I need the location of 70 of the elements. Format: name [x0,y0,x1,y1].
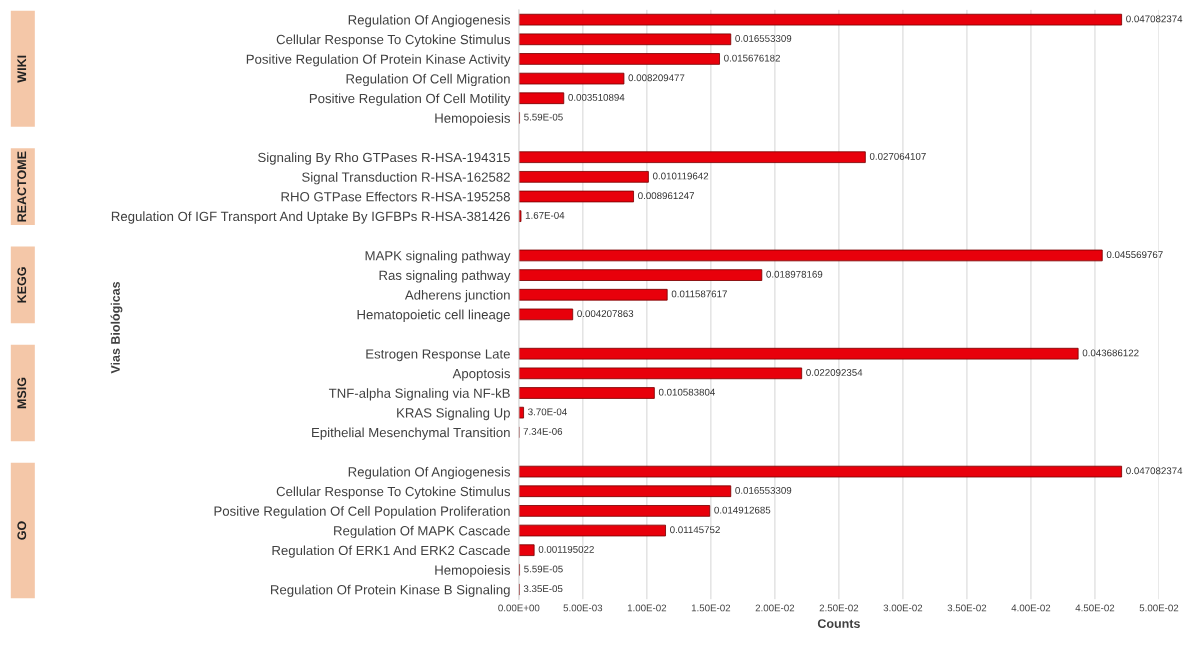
x-tick-label: 1.50E-02 [691,604,731,612]
data-label: 1.67E-04 [525,211,565,219]
data-label: 3.70E-04 [528,408,567,416]
y-tick-label: Regulation Of Cell Migration [346,73,510,87]
y-tick-label: Apoptosis [452,368,511,381]
data-label: 0.003510894 [568,93,625,101]
y-tick-label: Ras signaling pathway [379,270,511,283]
y-tick-label: Hemopoiesis [435,113,511,126]
text: REACTOME [17,151,27,222]
y-tick-label: Positive Regulation Of Protein Kinase Activity [246,54,511,67]
text: GO [17,521,27,540]
y-tick-label: MAPK signaling pathway [365,250,511,263]
y-tick-label: Regulation Of Protein Kinase B Signaling [271,584,510,598]
y-tick-label: TNF-alpha Signaling via NF-kB [328,388,510,401]
text: WIKI [17,55,27,83]
x-tick-label: 5.00E-03 [563,604,603,612]
data-label: 0.011587617 [671,290,727,298]
data-label: 0.016553309 [735,486,792,494]
y-axis-title: Vias Biológicas [110,281,123,374]
x-tick-label: 2.00E-02 [755,604,795,612]
data-label: 5.59E-05 [524,113,563,121]
data-label: 0.027064107 [869,152,926,160]
y-tick-label: Cellular Response To Cytokine Stimulus [276,34,511,47]
data-label: 0.018978169 [766,270,823,278]
y-tick-label: Regulation Of ERK1 And ERK2 Cascade [272,545,510,558]
data-label: 0.010583804 [658,388,715,396]
y-tick-label: Positive Regulation Of Cell Population Proliferation [214,506,510,519]
y-tick-label: Epithelial Mesenchymal Transition [312,427,510,440]
x-axis-title: Counts [817,619,860,628]
data-label: 0.047082374 [1126,467,1183,475]
data-label: 0.016553309 [735,35,792,42]
x-tick-label: 3.50E-02 [947,604,987,612]
y-tick-label: Adherens junction [404,289,510,303]
data-label: 0.008961247 [638,192,695,200]
y-tick-label: Hematopoietic cell lineage [357,309,510,322]
x-tick-label: 1.00E-02 [627,604,667,612]
y-tick-label: Regulation Of IGF Transport And Uptake By IGFBPs R-HSA-381426 [111,211,510,224]
text: KEGG [17,267,27,303]
data-label: 0.008209477 [628,74,685,82]
data-label: 0.001195022 [538,545,594,553]
data-label: 0.015676182 [724,54,780,62]
y-tick-label: Signal Transduction R-HSA-162582 [302,172,510,185]
x-tick-label: 4.50E-02 [1075,604,1115,612]
data-label: 0.022092354 [806,369,863,376]
text: MSIG [17,377,27,409]
data-label: 5.59E-05 [524,565,563,573]
y-tick-label: Positive Regulation Of Cell Motility [309,93,511,106]
y-tick-label: RHO GTPase Effectors R-HSA-195258 [281,191,510,202]
y-tick-label: Regulation Of Angiogenesis [348,466,511,480]
x-tick-label: 0.00E+00 [498,604,540,612]
x-tick-label: 4.00E-02 [1011,604,1051,612]
x-tick-label: 2.50E-02 [819,604,859,612]
data-label: 0.045569767 [1106,251,1163,259]
data-label: 0.010119642 [652,172,709,180]
data-label: 0.01145752 [670,526,720,534]
y-tick-label: Regulation Of Angiogenesis [348,14,511,28]
data-label: 0.043686122 [1082,349,1139,357]
y-tick-label: Signaling By Rho GTPases R-HSA-194315 [258,152,510,165]
y-tick-label: Cellular Response To Cytokine Stimulus [276,486,511,499]
data-label: 0.004207863 [577,310,634,318]
data-label: 0.014912685 [714,506,771,514]
y-tick-label: Estrogen Response Late [366,349,510,362]
y-tick-label: Hemopoiesis [435,565,511,578]
y-tick-label: KRAS Signaling Up [397,407,510,421]
y-tick-label: Regulation Of MAPK Cascade [334,525,510,539]
data-label: 0.047082374 [1126,15,1183,23]
data-label: 3.35E-05 [523,585,563,593]
x-tick-label: 3.00E-02 [883,604,923,612]
data-label: 7.34E-06 [523,428,563,435]
x-tick-label: 5.00E-02 [1139,604,1179,612]
